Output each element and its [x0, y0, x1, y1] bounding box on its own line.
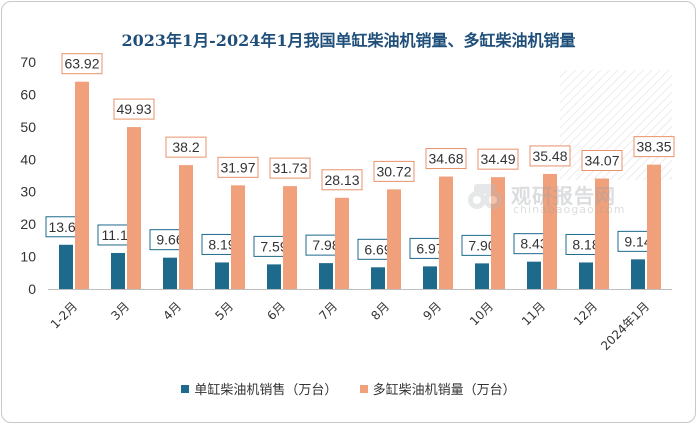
legend-swatch-single-cylinder [181, 384, 190, 393]
x-category-label: 1-2月 [48, 299, 80, 331]
x-category-label: 8月 [368, 299, 392, 323]
bar-single-cylinder [631, 259, 645, 289]
bar-single-cylinder [267, 264, 281, 289]
data-label-multi: 30.72 [376, 163, 411, 179]
bar-single-cylinder [579, 262, 593, 289]
data-label-single: 8.18 [572, 236, 599, 252]
bar-single-cylinder [423, 266, 437, 289]
data-label-single: 8.19 [208, 236, 235, 252]
bar-multi-cylinder [283, 186, 297, 289]
x-category-label: 5月 [212, 299, 236, 323]
y-tick-label: 40 [20, 151, 36, 167]
data-label-single: 6.69 [364, 241, 391, 257]
x-category-label: 9月 [420, 299, 444, 323]
data-label-box-multi [113, 98, 155, 120]
y-tick-label: 60 [20, 86, 36, 102]
data-label-box-multi [269, 157, 311, 179]
data-label-single: 9.66 [156, 232, 183, 248]
bar-single-cylinder [319, 263, 333, 289]
data-label-box-multi [165, 136, 207, 158]
chart-title: 2023年1月-2024年1月我国单缸柴油机销量、多缸柴油机销量 [121, 31, 576, 50]
bar-multi-cylinder [543, 173, 557, 289]
bar-single-cylinder [163, 257, 177, 289]
data-label-single: 7.59 [260, 238, 287, 254]
data-label-multi: 31.97 [220, 159, 255, 175]
x-category-label: 12月 [571, 299, 600, 328]
data-label-single: 13.64 [48, 219, 83, 235]
x-category-label: 10月 [467, 299, 496, 328]
bar-multi-cylinder [647, 164, 661, 289]
data-label-box-multi [61, 53, 103, 75]
data-label-box-multi [529, 145, 571, 167]
bar-multi-cylinder [179, 165, 193, 289]
x-category-label: 2024年1月 [598, 299, 652, 353]
data-label-multi: 34.49 [480, 151, 515, 167]
bar-multi-cylinder [595, 178, 609, 289]
legend-item-multi-cylinder: 多缸柴油机销量（万台） [359, 379, 516, 398]
data-label-multi: 34.68 [428, 151, 463, 167]
y-tick-label: 20 [20, 216, 36, 232]
bar-multi-cylinder [439, 176, 453, 289]
x-category-label: 3月 [108, 299, 132, 323]
data-label-single: 7.90 [468, 237, 495, 253]
y-tick-label: 10 [20, 249, 36, 265]
data-label-box-multi [477, 148, 519, 170]
x-category-label: 11月 [519, 299, 548, 328]
data-label-box-multi [321, 169, 363, 191]
data-label-multi: 38.35 [636, 139, 671, 155]
data-label-single: 9.14 [624, 233, 651, 249]
bar-single-cylinder [527, 261, 541, 289]
data-label-multi: 49.93 [116, 101, 151, 117]
bar-multi-cylinder [127, 127, 141, 290]
bar-single-cylinder [371, 267, 385, 289]
y-tick-label: 30 [20, 184, 36, 200]
data-label-single: 7.98 [312, 237, 339, 253]
bar-multi-cylinder [231, 185, 245, 289]
data-label-single: 8.43 [520, 236, 547, 252]
legend-item-single-cylinder: 单缸柴油机销售（万台） [181, 379, 337, 398]
y-tick-label: 0 [28, 281, 36, 297]
x-category-label: 7月 [316, 299, 340, 323]
data-label-multi: 35.48 [532, 148, 567, 164]
data-label-box-multi [373, 160, 415, 182]
legend-label-single-cylinder: 单缸柴油机销售（万台） [194, 383, 338, 398]
x-category-label: 4月 [160, 299, 184, 323]
bar-multi-cylinder [491, 177, 505, 289]
bar-single-cylinder [215, 262, 229, 289]
bar-single-cylinder [475, 263, 489, 289]
bar-multi-cylinder [75, 81, 89, 289]
data-label-box-multi [425, 148, 467, 170]
data-label-box-multi [633, 136, 675, 158]
legend-swatch-multi-cylinder [359, 384, 368, 393]
data-label-single: 11.11 [102, 227, 135, 243]
data-label-multi: 38.2 [172, 139, 199, 155]
legend-label-multi-cylinder: 多缸柴油机销量（万台） [372, 383, 516, 398]
x-category-label: 6月 [264, 299, 288, 323]
data-label-multi: 28.13 [324, 172, 359, 188]
bar-multi-cylinder [387, 189, 401, 289]
data-label-box-multi [581, 150, 623, 172]
data-label-single: 6.97 [416, 240, 443, 256]
data-label-multi: 34.07 [584, 153, 619, 169]
bar-single-cylinder [59, 244, 73, 289]
data-label-box-multi [217, 156, 259, 178]
data-label-multi: 31.73 [272, 160, 307, 176]
y-tick-label: 50 [20, 119, 36, 135]
data-label-multi: 63.92 [64, 56, 99, 72]
y-tick-label: 70 [20, 54, 36, 70]
bar-single-cylinder [111, 252, 125, 289]
chart-legend: 单缸柴油机销售（万台） 多缸柴油机销量（万台） [0, 379, 697, 398]
bar-multi-cylinder [335, 197, 349, 289]
